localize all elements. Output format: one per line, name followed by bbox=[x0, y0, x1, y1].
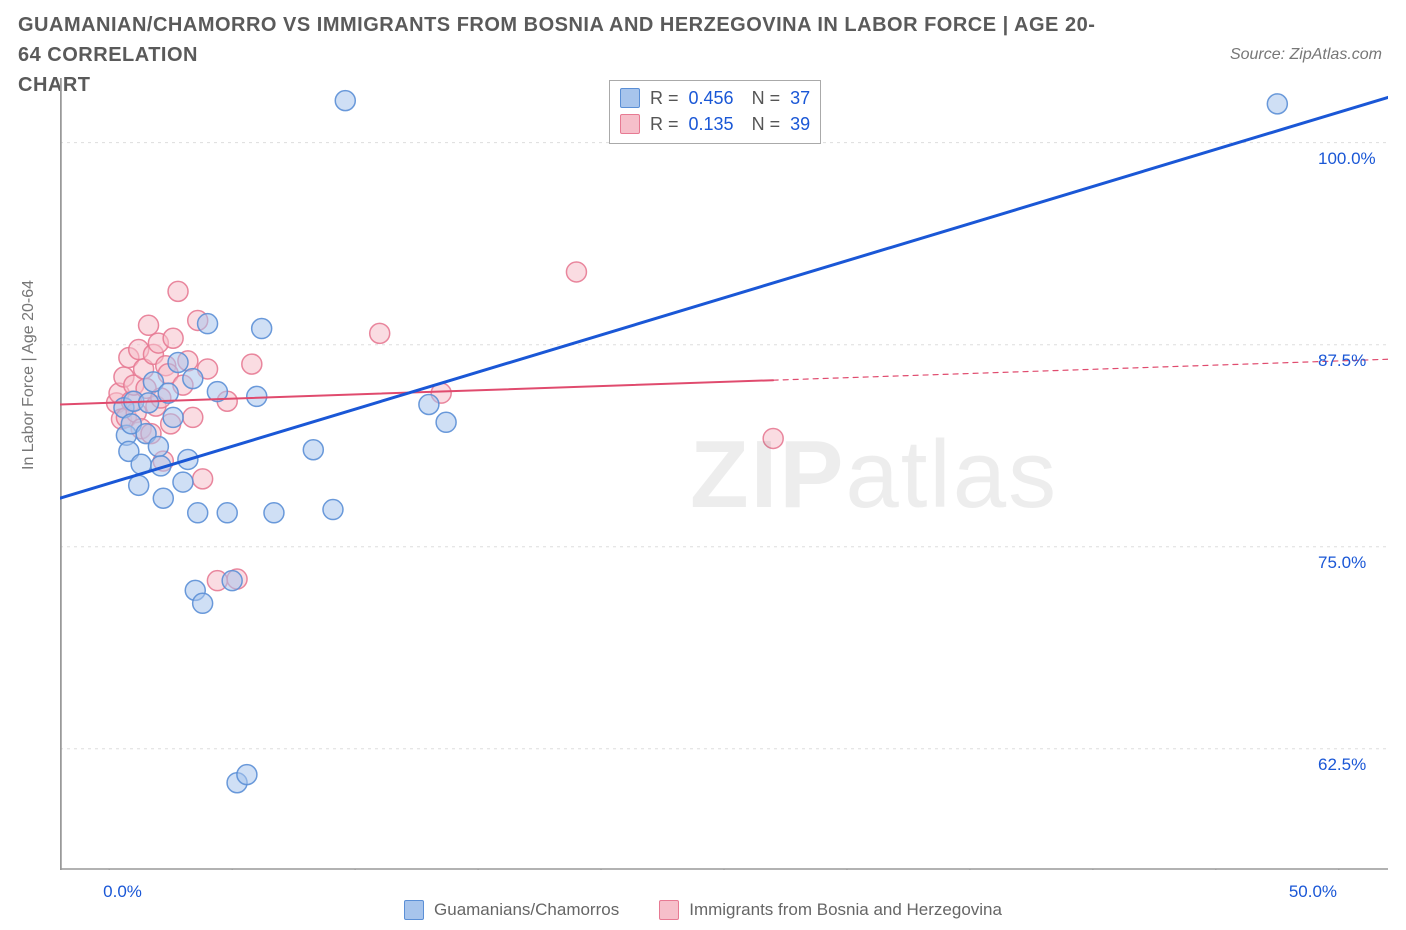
legend-swatch-icon bbox=[620, 88, 640, 108]
legend-swatch-icon bbox=[659, 900, 679, 920]
legend-item: Immigrants from Bosnia and Herzegovina bbox=[659, 900, 1002, 920]
watermark-atlas: atlas bbox=[845, 421, 1058, 528]
watermark: ZIPatlas bbox=[690, 420, 1058, 530]
correlation-legend-box: R = 0.456 N = 37 R = 0.135 N = 39 bbox=[609, 80, 821, 144]
n-value: 39 bbox=[790, 111, 810, 137]
correlation-row: R = 0.456 N = 37 bbox=[620, 85, 810, 111]
n-label: N = bbox=[752, 111, 781, 137]
n-value: 37 bbox=[790, 85, 810, 111]
legend-swatch-icon bbox=[620, 114, 640, 134]
r-label: R = bbox=[650, 111, 679, 137]
legend-swatch-icon bbox=[404, 900, 424, 920]
r-value: 0.456 bbox=[689, 85, 734, 111]
bottom-legend: Guamanians/Chamorros Immigrants from Bosn… bbox=[0, 890, 1406, 930]
correlation-row: R = 0.135 N = 39 bbox=[620, 111, 810, 137]
y-tick-label: 75.0% bbox=[1318, 553, 1366, 573]
x-tick-label: 50.0% bbox=[1289, 882, 1337, 902]
y-tick-label: 87.5% bbox=[1318, 351, 1366, 371]
title-line1: GUAMANIAN/CHAMORRO VS IMMIGRANTS FROM BO… bbox=[18, 14, 1095, 66]
r-label: R = bbox=[650, 85, 679, 111]
n-label: N = bbox=[752, 85, 781, 111]
legend-label: Guamanians/Chamorros bbox=[434, 900, 619, 920]
source-label: Source: ZipAtlas.com bbox=[1230, 46, 1382, 64]
x-tick-label: 0.0% bbox=[103, 882, 142, 902]
r-value: 0.135 bbox=[689, 111, 734, 137]
y-tick-label: 62.5% bbox=[1318, 755, 1366, 775]
y-tick-label: 100.0% bbox=[1318, 149, 1376, 169]
y-axis-label: In Labor Force | Age 20-64 bbox=[20, 280, 38, 470]
legend-label: Immigrants from Bosnia and Herzegovina bbox=[689, 900, 1002, 920]
watermark-zip: ZIP bbox=[690, 421, 845, 528]
legend-item: Guamanians/Chamorros bbox=[404, 900, 619, 920]
